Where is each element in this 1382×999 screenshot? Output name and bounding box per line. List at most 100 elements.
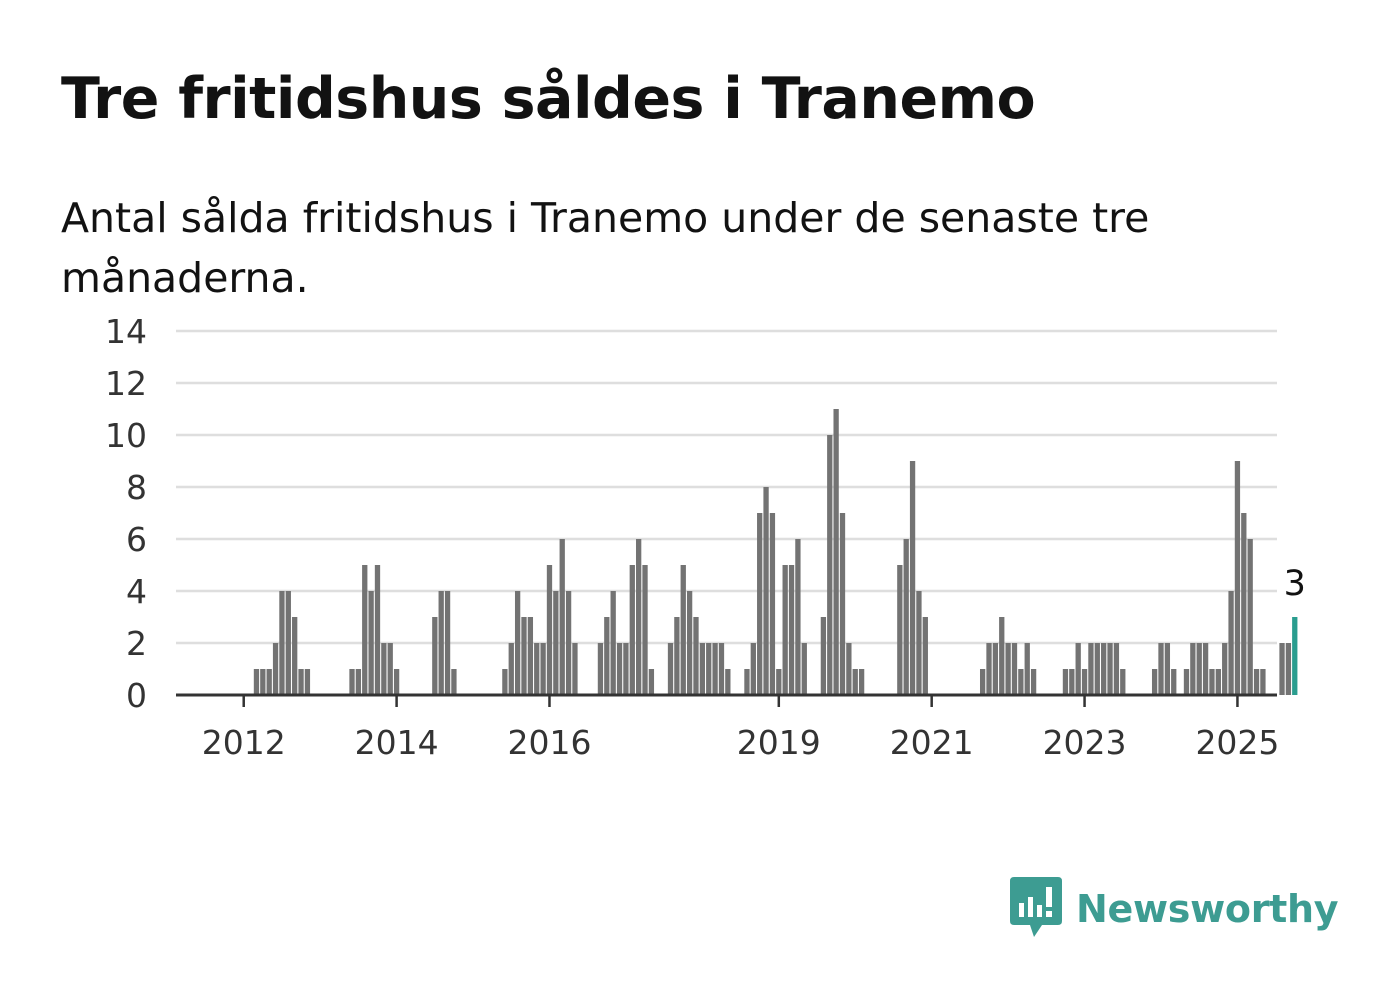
- bar: [1171, 669, 1177, 695]
- bar: [909, 461, 916, 695]
- highlight-bar: [1292, 617, 1298, 695]
- bar: [1285, 643, 1292, 695]
- bar: [260, 669, 266, 695]
- bar: [1024, 643, 1030, 695]
- bar: [642, 565, 648, 695]
- bar: [706, 643, 712, 695]
- bar: [827, 435, 833, 695]
- bar: [374, 565, 381, 695]
- gridlines: [176, 329, 1277, 645]
- bar: [534, 643, 540, 695]
- bar: [986, 643, 992, 695]
- bar: [1107, 643, 1113, 695]
- bar: [514, 591, 521, 695]
- bar: [839, 513, 846, 695]
- bar: [540, 643, 546, 695]
- bar: [1209, 669, 1215, 695]
- x-tick-label: 2021: [890, 723, 974, 762]
- bar: [852, 669, 858, 695]
- bar: [648, 669, 655, 695]
- bar: [674, 617, 680, 695]
- bar: [393, 669, 400, 695]
- x-tick-label: 2012: [202, 723, 286, 762]
- bar: [438, 591, 444, 695]
- bar: [686, 591, 693, 695]
- bar: [1120, 669, 1126, 695]
- bar: [1088, 643, 1094, 695]
- bar: [903, 539, 909, 695]
- bar: [610, 591, 616, 695]
- bar: [1151, 669, 1158, 695]
- annotations: 3: [1284, 564, 1306, 604]
- bar: [279, 591, 285, 695]
- bar: [712, 643, 718, 695]
- bar: [253, 669, 260, 695]
- bar: [1183, 669, 1190, 695]
- bar: [546, 565, 553, 695]
- bar: [922, 617, 928, 695]
- bar: [1030, 669, 1037, 695]
- bar: [699, 643, 706, 695]
- bar: [1164, 643, 1171, 695]
- bar: [565, 591, 572, 695]
- bar: [820, 617, 827, 695]
- bar: [597, 643, 604, 695]
- y-tick-label: 10: [105, 416, 147, 455]
- bar: [992, 643, 999, 695]
- bar: [979, 669, 986, 695]
- newsworthy-logo-icon: [1010, 877, 1062, 937]
- y-tick-label: 2: [126, 624, 147, 663]
- bar: [285, 591, 291, 695]
- bar: [521, 617, 527, 695]
- bar: [304, 669, 311, 695]
- bar: [451, 669, 457, 695]
- x-tick-label: 2014: [355, 723, 439, 762]
- bar: [1062, 669, 1069, 695]
- bar: [725, 669, 731, 695]
- bar: [381, 643, 387, 695]
- y-tick-label: 4: [126, 572, 147, 611]
- chart-subtitle: Antal sålda fritidshus i Tranemo under d…: [61, 194, 1150, 302]
- bar: [1075, 643, 1081, 695]
- bar: [572, 643, 578, 695]
- bar: [858, 669, 865, 695]
- bar: [680, 565, 686, 695]
- bar: [387, 643, 393, 695]
- bar: [757, 513, 763, 695]
- bar: [1222, 643, 1228, 695]
- bar: [693, 617, 699, 695]
- bar: [999, 617, 1005, 695]
- bar: [788, 565, 795, 695]
- bar: [782, 565, 788, 695]
- y-tick-label: 8: [126, 468, 147, 507]
- bar: [1234, 461, 1241, 695]
- bar: [1018, 669, 1024, 695]
- x-tick-label: 2025: [1195, 723, 1279, 762]
- bar: [1005, 643, 1011, 695]
- x-tick-label: 2023: [1043, 723, 1127, 762]
- bar: [1113, 643, 1120, 695]
- bar: [1228, 591, 1234, 695]
- bar: [1081, 669, 1088, 695]
- bar: [266, 669, 272, 695]
- bar: [508, 643, 514, 695]
- bar: [616, 643, 623, 695]
- y-tick-label: 6: [126, 520, 147, 559]
- bar: [444, 591, 451, 695]
- bar: [1069, 669, 1075, 695]
- brand-logo: Newsworthy: [1010, 876, 1339, 942]
- bar: [368, 591, 374, 695]
- bar: [1202, 643, 1209, 695]
- bar: [1094, 643, 1100, 695]
- bars: [253, 409, 1298, 695]
- bar: [1215, 669, 1221, 695]
- bar: [1158, 643, 1164, 695]
- bar: [846, 643, 852, 695]
- bar: [623, 643, 629, 695]
- bar: [1260, 669, 1266, 695]
- chart-title: Tre fritidshus såldes i Tranemo: [61, 66, 1036, 132]
- bar: [763, 487, 769, 695]
- bar: [553, 591, 559, 695]
- bar: [801, 643, 807, 695]
